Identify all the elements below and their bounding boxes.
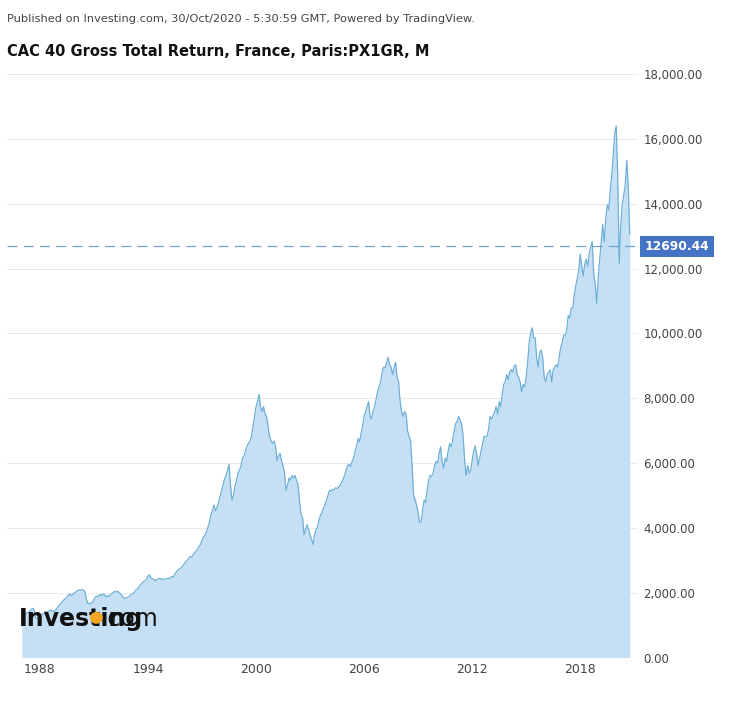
Text: Published on Investing.com, 30/Oct/2020 - 5:30:59 GMT, Powered by TradingView.: Published on Investing.com, 30/Oct/2020 … [7,14,475,24]
Text: .com: .com [101,607,158,631]
Circle shape [91,612,102,623]
Text: Investing: Investing [19,607,143,631]
Text: CAC 40 Gross Total Return, France, Paris:PX1GR, M: CAC 40 Gross Total Return, France, Paris… [7,44,430,59]
Text: 12690.44: 12690.44 [645,240,709,253]
